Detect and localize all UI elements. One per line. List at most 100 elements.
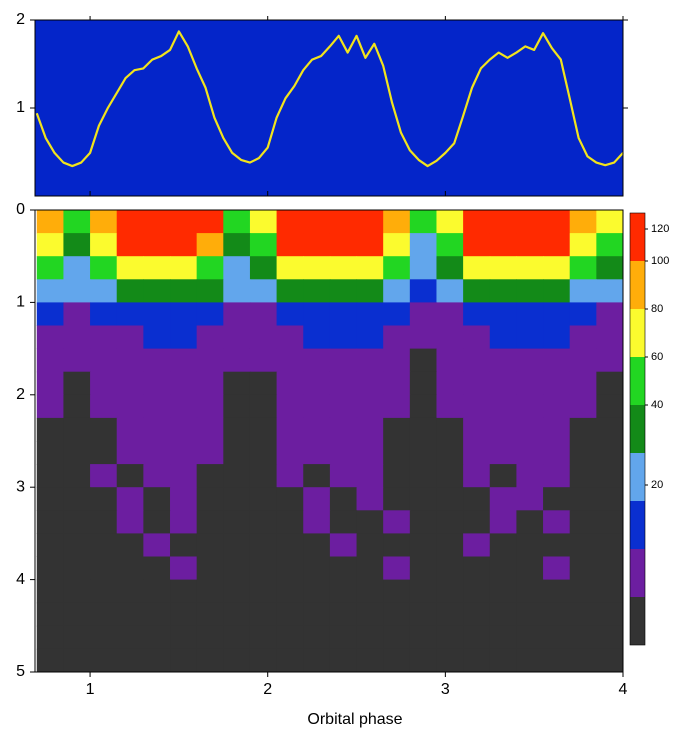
heatmap-cell — [596, 256, 624, 280]
heatmap-cell — [409, 625, 437, 650]
heatmap-cell — [463, 279, 491, 303]
heatmap-cell — [489, 371, 517, 396]
plot-background — [35, 20, 623, 196]
heatmap-cell — [356, 579, 384, 604]
heatmap-cell — [543, 302, 571, 326]
heatmap-cell — [143, 510, 171, 534]
heatmap-cell — [463, 533, 491, 557]
heatmap-cell — [569, 256, 597, 280]
heatmap-cell — [170, 256, 198, 280]
heatmap-cell — [116, 625, 144, 650]
heatmap-cell — [36, 602, 64, 627]
heatmap-cell — [116, 648, 144, 673]
heatmap-cell — [36, 487, 64, 511]
heatmap-cell — [170, 533, 198, 557]
heatmap-cell — [63, 302, 91, 326]
heatmap-cell — [276, 348, 304, 373]
heatmap-cell — [383, 210, 411, 234]
heatmap-cell — [249, 464, 278, 488]
heatmap-cell — [329, 556, 358, 581]
heatmap-cell — [36, 510, 64, 534]
heatmap-cell — [36, 325, 64, 350]
heatmap-cell — [463, 256, 491, 280]
heatmap-cell — [516, 579, 544, 604]
heatmap-cell — [223, 648, 251, 673]
heatmap-cell — [143, 648, 171, 673]
heatmap-cell — [516, 441, 544, 465]
heatmap-cell — [569, 302, 597, 326]
heatmap-cell — [116, 394, 144, 419]
heatmap-cell — [383, 579, 411, 604]
heatmap-cell — [463, 233, 491, 257]
heatmap-cell — [90, 325, 118, 350]
heatmap-cell — [90, 510, 118, 534]
heatmap-cell — [276, 487, 304, 511]
heatmap-cell — [543, 256, 571, 280]
heatmap-cell — [170, 510, 198, 534]
heatmap-cell — [463, 602, 491, 627]
heatmap-cell — [463, 441, 491, 465]
heatmap-cell — [569, 371, 597, 396]
heatmap-cell — [196, 625, 224, 650]
heatmap-cell — [329, 210, 358, 234]
heatmap-cell — [436, 302, 464, 326]
heatmap-cell — [249, 325, 278, 350]
colorbar-band — [630, 405, 645, 453]
heatmap-cell — [303, 625, 331, 650]
heatmap-cell — [196, 279, 224, 303]
heatmap-cell — [436, 325, 464, 350]
heatmap-cell — [596, 533, 624, 557]
heatmap-cell — [516, 279, 544, 303]
heatmap-cell — [543, 625, 571, 650]
heatmap-cell — [329, 602, 358, 627]
heatmap-cell — [409, 533, 437, 557]
heatmap-cell — [516, 510, 544, 534]
heatmap-cell — [356, 625, 384, 650]
heatmap-cell — [356, 533, 384, 557]
heatmap-cell — [409, 302, 437, 326]
heatmap-cell — [356, 648, 384, 673]
heatmap-cell — [223, 256, 251, 280]
heatmap-cell — [409, 279, 437, 303]
heatmap-cell — [436, 233, 464, 257]
heatmap-cell — [596, 625, 624, 650]
heatmap-cell — [329, 579, 358, 604]
y-tick-label: 4 — [16, 571, 25, 588]
heatmap-cell — [543, 394, 571, 419]
heatmap-cell — [63, 394, 91, 419]
heatmap-cell — [489, 625, 517, 650]
heatmap-cell — [249, 487, 278, 511]
heatmap-cell — [543, 441, 571, 465]
heatmap-cell — [409, 417, 437, 442]
heatmap-cell — [36, 579, 64, 604]
heatmap-cell — [463, 625, 491, 650]
heatmap-cell — [36, 233, 64, 257]
heatmap-cell — [329, 302, 358, 326]
heatmap-cell — [383, 602, 411, 627]
heatmap-cell — [90, 579, 118, 604]
heatmap-cell — [409, 602, 437, 627]
heatmap-cell — [90, 371, 118, 396]
heatmap-cell — [143, 256, 171, 280]
heatmap-cell — [329, 279, 358, 303]
heatmap-cell — [463, 348, 491, 373]
heatmap-cell — [329, 325, 358, 350]
heatmap-cell — [303, 279, 331, 303]
heatmap-cell — [90, 602, 118, 627]
heatmap-cell — [409, 233, 437, 257]
heatmap-cell — [170, 233, 198, 257]
heatmap-cell — [356, 233, 384, 257]
heatmap-cell — [409, 441, 437, 465]
heatmap-cell — [383, 256, 411, 280]
heatmap-cell — [329, 625, 358, 650]
heatmap-cell — [436, 210, 464, 234]
heatmap-cell — [196, 579, 224, 604]
heatmap-cell — [196, 487, 224, 511]
heatmap-cell — [516, 625, 544, 650]
heatmap-cell — [63, 441, 91, 465]
heatmap-cell — [276, 325, 304, 350]
heatmap-cell — [116, 417, 144, 442]
heatmap-cell — [143, 302, 171, 326]
heatmap-cell — [276, 441, 304, 465]
heatmap-cell — [143, 464, 171, 488]
